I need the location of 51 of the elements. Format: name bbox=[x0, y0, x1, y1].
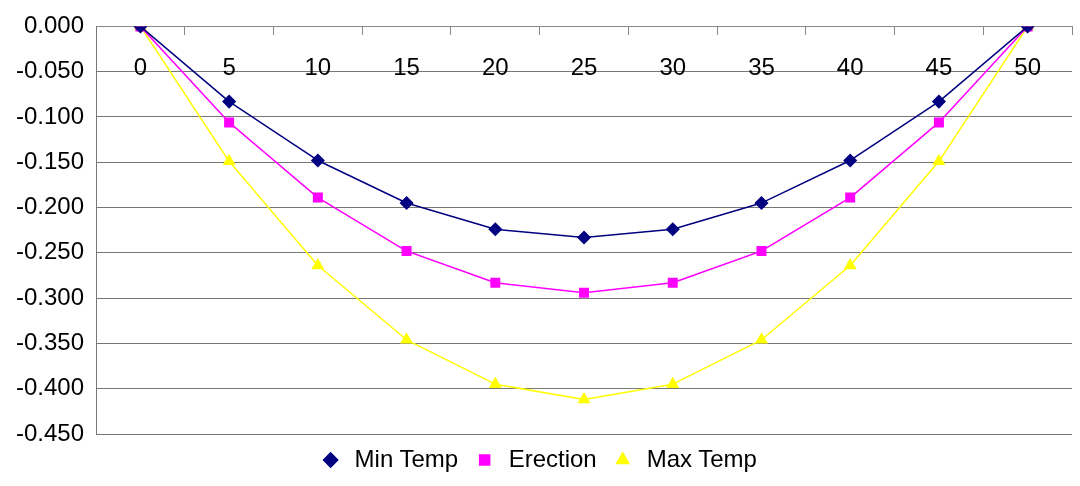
y-tick-label: -0.100 bbox=[15, 101, 85, 129]
point bbox=[756, 246, 767, 257]
point bbox=[577, 230, 591, 245]
x-tick-label: 50 bbox=[1014, 53, 1041, 81]
y-tick-label: -0.200 bbox=[15, 192, 85, 220]
point bbox=[754, 196, 769, 210]
x-tick-label: 5 bbox=[222, 53, 236, 81]
x-tick-label: 0 bbox=[133, 53, 148, 81]
point bbox=[490, 277, 501, 288]
point bbox=[222, 94, 236, 109]
y-tick-label: -0.400 bbox=[15, 373, 85, 401]
x-tick-label: 30 bbox=[659, 53, 687, 81]
point bbox=[312, 192, 323, 203]
y-tick-label: -0.450 bbox=[15, 418, 85, 446]
x-tick-label: 15 bbox=[393, 53, 420, 81]
x-tick-label: 20 bbox=[481, 53, 509, 81]
y-tick-label: -0.350 bbox=[15, 328, 85, 356]
x-tick-label: 35 bbox=[748, 53, 775, 81]
y-tick-label: -0.250 bbox=[15, 237, 85, 265]
y-tick-label: 0.000 bbox=[23, 11, 85, 39]
point bbox=[579, 287, 590, 298]
legend-label: Erection bbox=[508, 444, 597, 472]
x-tick-label: 45 bbox=[925, 53, 953, 81]
point bbox=[843, 153, 857, 168]
point bbox=[224, 117, 235, 128]
x-tick-label: 10 bbox=[304, 53, 332, 81]
legend-label: Min Temp bbox=[354, 444, 459, 472]
point bbox=[311, 153, 325, 168]
point bbox=[666, 222, 680, 237]
y-tick-label: -0.050 bbox=[15, 56, 85, 84]
point bbox=[311, 258, 324, 270]
y-tick-label: -0.150 bbox=[15, 146, 85, 174]
point bbox=[667, 277, 678, 288]
x-tick-label: 40 bbox=[836, 53, 864, 81]
y-tick-label: -0.300 bbox=[15, 282, 85, 310]
point bbox=[578, 392, 590, 404]
x-tick-label: 25 bbox=[570, 53, 598, 81]
point bbox=[400, 333, 413, 344]
point bbox=[401, 246, 412, 257]
point bbox=[489, 377, 502, 388]
point bbox=[666, 377, 679, 388]
point bbox=[932, 154, 945, 166]
point bbox=[844, 258, 857, 270]
point bbox=[932, 94, 946, 109]
point bbox=[399, 196, 414, 210]
point bbox=[845, 192, 856, 203]
point bbox=[223, 154, 236, 166]
point bbox=[755, 333, 768, 344]
point bbox=[933, 117, 944, 128]
legend-label: Max Temp bbox=[646, 444, 757, 472]
point bbox=[488, 222, 503, 237]
